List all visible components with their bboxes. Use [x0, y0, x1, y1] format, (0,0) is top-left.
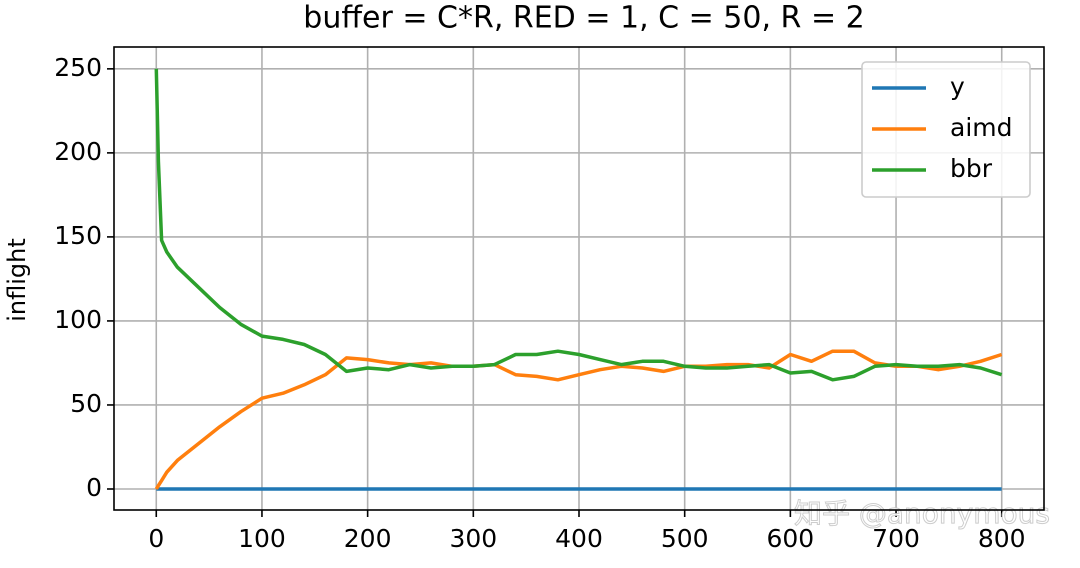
legend-label: bbr [950, 154, 993, 183]
y-tick-label: 100 [54, 305, 102, 334]
x-tick-label: 800 [978, 524, 1026, 553]
y-tick-label: 200 [54, 137, 102, 166]
x-tick-label: 500 [661, 524, 709, 553]
legend-frame [861, 61, 1031, 198]
y-tick-label: 50 [70, 389, 102, 418]
x-tick-label: 200 [344, 524, 392, 553]
line-series [154, 349, 1003, 490]
legend-label: y [950, 72, 965, 101]
legend-label: aimd [950, 113, 1013, 142]
y-tick-label: 0 [86, 473, 102, 502]
x-tick-label: 300 [449, 524, 497, 553]
y-tick-label: 250 [54, 53, 102, 82]
plot-frame [113, 46, 1045, 511]
watermark: 知乎 @anonymous [794, 497, 1050, 530]
x-tick-label: 100 [238, 524, 286, 553]
x-tick-label: 700 [872, 524, 920, 553]
y-axis-label: inflight [3, 238, 31, 322]
chart-title: buffer = C*R, RED = 1, C = 50, R = 2 [303, 1, 864, 36]
x-tick-label: 600 [767, 524, 815, 553]
y-tick-label: 150 [54, 221, 102, 250]
legend: y aimd bbr [861, 61, 1031, 198]
line-series [154, 68, 1003, 382]
x-tick-label: 0 [148, 524, 164, 553]
x-tick-label: 400 [555, 524, 603, 553]
